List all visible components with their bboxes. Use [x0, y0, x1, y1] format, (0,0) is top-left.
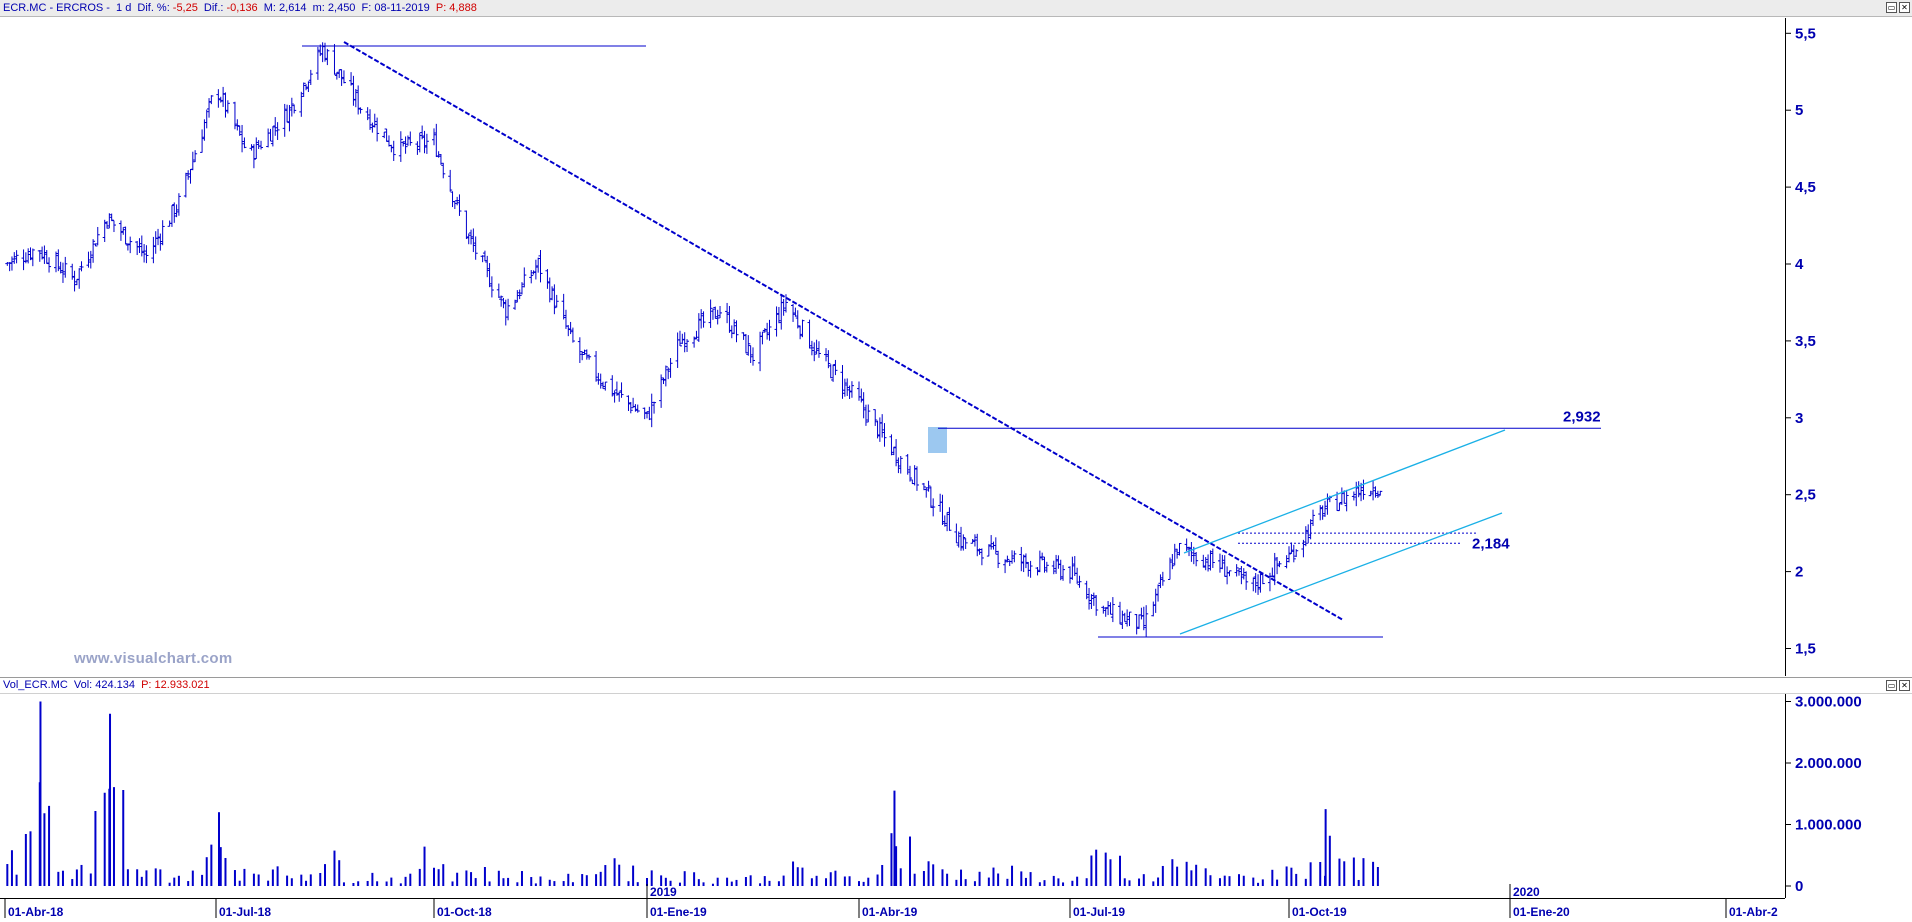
volume-axis-line [1785, 694, 1786, 898]
highlight-box [928, 427, 947, 453]
price-tick-label: 5,5 [1795, 25, 1816, 42]
volume-bars [6, 701, 1379, 886]
price-panel-window-buttons: ▭ ✕ [1886, 2, 1910, 13]
period-label: 1 d [116, 2, 132, 14]
price-tick-label: 3,5 [1795, 333, 1816, 350]
drawings: 2,932 2,184 [302, 41, 1601, 638]
x-axis-band [0, 899, 1912, 922]
price-label: P: 4,888 [435, 2, 477, 14]
dif-value: -0,136 [226, 2, 258, 14]
volume-header: Vol_ECR.MC Vol: 424.134 P: 12.933.021 ▭ … [0, 677, 1912, 694]
max-label: M: 2,614 [263, 2, 307, 14]
x-tick-label: 01-Oct-19 [1292, 905, 1347, 919]
price-tick-label: 3 [1795, 410, 1803, 427]
volume-p: P: 12.933.021 [141, 679, 210, 691]
watermark: www.visualchart.com [74, 650, 233, 667]
dif-pct-value: -5,25 [172, 2, 198, 14]
x-tick-label: 01-Oct-18 [437, 905, 492, 919]
date-label: F: 08-11-2019 [361, 2, 430, 14]
x-tick-label: 01-Abr-19 [862, 905, 918, 919]
channel-upper-line [1183, 429, 1506, 554]
downtrend-line [343, 41, 1344, 621]
x-tick-label: 2020 [1513, 885, 1540, 899]
volume-tick-label: 3.000.000 [1795, 694, 1862, 711]
min-label: m: 2,450 [312, 2, 356, 14]
support-label: 2,184 [1472, 535, 1510, 552]
dif-label: Dif.: [203, 2, 224, 14]
volume-tick-label: 1.000.000 [1795, 817, 1862, 834]
resistance-label: 2,932 [1563, 408, 1601, 425]
x-tick-label: 01-Jul-19 [1073, 905, 1125, 919]
volume-panel-window-buttons: ▭ ✕ [1886, 680, 1910, 691]
volume-tick-label: 0 [1795, 878, 1803, 895]
price-tick-label: 2 [1795, 564, 1803, 581]
price-tick-label: 4 [1795, 256, 1804, 273]
price-tick-label: 4,5 [1795, 179, 1816, 196]
volume-panel[interactable]: 3.000.000 2.000.000 1.000.000 0 [6, 694, 1862, 899]
x-tick-label: 2019 [650, 885, 677, 899]
x-tick-label: 01-Jul-18 [219, 905, 271, 919]
price-tick-label: 5 [1795, 102, 1803, 119]
x-axis-line [0, 898, 1785, 899]
chart-header: ECR.MC - ERCROS - 1 d Dif. %: -5,25 Dif.:… [0, 0, 1912, 17]
price-tick-label: 1,5 [1795, 641, 1816, 658]
volume-name: Vol_ECR.MC [3, 679, 68, 691]
x-tick-label: 01-Abr-2 [1729, 905, 1778, 919]
dif-pct-label: Dif. %: [137, 2, 170, 14]
volume-value: Vol: 424.134 [73, 679, 136, 691]
price-bars [5, 42, 1383, 637]
x-tick-label: 01-Ene-20 [1513, 905, 1570, 919]
price-axis-line [1785, 18, 1786, 676]
close-icon[interactable]: ✕ [1899, 2, 1910, 13]
price-tick-label: 2,5 [1795, 487, 1816, 504]
close-icon[interactable]: ✕ [1899, 680, 1910, 691]
x-tick-label: 01-Abr-18 [8, 905, 64, 919]
volume-tick-label: 2.000.000 [1795, 755, 1862, 772]
symbol-label: ECR.MC - ERCROS - [3, 2, 110, 14]
x-axis: 01-Abr-18 01-Jul-18 01-Oct-18 2019 01-Ene-19… [0, 884, 1912, 922]
channel-lower-line [1179, 512, 1503, 635]
price-panel[interactable]: 5,5 5 4,5 4 3,5 3 2,5 2 1,5 2,932 2,184 [5, 18, 1816, 676]
x-tick-label: 01-Ene-19 [650, 905, 707, 919]
restore-icon[interactable]: ▭ [1886, 680, 1897, 691]
restore-icon[interactable]: ▭ [1886, 2, 1897, 13]
